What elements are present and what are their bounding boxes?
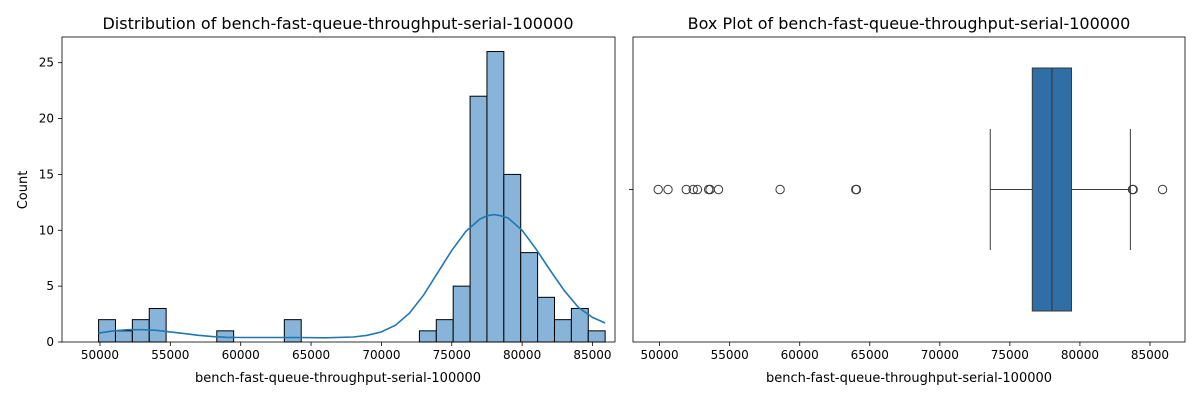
histogram-x-ticks: 50000 55000 60000 65000 70000 75000 80000 85000 (81, 342, 612, 362)
x-tick-label: 50000 (81, 348, 119, 362)
boxplot-x-axis-label: bench-fast-queue-throughput-serial-10000… (766, 371, 1052, 386)
x-tick-label: 85000 (573, 348, 611, 362)
histogram-bar (587, 330, 606, 343)
histogram-bar (537, 296, 555, 343)
boxplot-panel: Box Plot of bench-fast-queue-throughput-… (629, 14, 1186, 386)
y-tick-label: 15 (39, 167, 54, 181)
histogram-x-axis-label: bench-fast-queue-throughput-serial-10000… (195, 371, 481, 386)
y-tick-label: 0 (46, 335, 54, 349)
x-tick-label: 55000 (151, 348, 189, 362)
outlier-point (851, 184, 862, 195)
histogram-bar (486, 51, 505, 343)
histogram-bar (114, 330, 133, 343)
histogram-y-ticks: 0 5 10 15 20 25 (39, 56, 62, 349)
histogram-bar (435, 319, 454, 343)
histogram-bar (469, 95, 488, 343)
histogram-y-axis-label: Count (16, 171, 31, 210)
outlier-point (775, 184, 785, 195)
boxplot-x-ticks: 50000 55000 60000 65000 70000 75000 80000 85000 (641, 342, 1169, 362)
x-tick-label: 75000 (433, 348, 471, 362)
boxplot-title: Box Plot of bench-fast-queue-throughput-… (688, 14, 1131, 33)
x-tick-label: 65000 (851, 348, 889, 362)
y-tick-label: 10 (39, 223, 54, 237)
x-tick-label: 60000 (222, 348, 260, 362)
histogram-bar (148, 307, 167, 343)
histogram-bar (131, 319, 150, 343)
histogram-bar (503, 173, 522, 343)
y-tick-label: 20 (39, 112, 54, 126)
outlier-point (681, 184, 691, 195)
histogram-title: Distribution of bench-fast-queue-through… (102, 14, 573, 33)
outlier-point (1128, 184, 1138, 195)
x-tick-label: 65000 (292, 348, 330, 362)
histogram-bar (553, 319, 572, 343)
x-tick-label: 50000 (641, 348, 679, 362)
x-tick-label: 80000 (503, 348, 541, 362)
histogram-panel: Distribution of bench-fast-queue-through… (16, 14, 616, 386)
x-tick-label: 55000 (711, 348, 749, 362)
histogram-bars (98, 51, 606, 343)
y-tick-label: 25 (39, 56, 54, 70)
kde-curve (98, 213, 606, 339)
histogram-bar (452, 285, 471, 343)
outlier-point (1157, 184, 1168, 195)
x-tick-label: 70000 (921, 348, 959, 362)
outlier-point (653, 184, 663, 195)
boxplot-elements (989, 67, 1131, 312)
histogram-axes-frame (61, 36, 616, 343)
boxplot-outliers (653, 184, 1168, 195)
histogram-bar (283, 319, 302, 343)
x-tick-label: 60000 (781, 348, 819, 362)
x-tick-label: 70000 (362, 348, 400, 362)
histogram-bar (520, 252, 539, 343)
outlier-point (692, 184, 703, 195)
y-tick-label: 5 (46, 279, 54, 293)
outlier-point (713, 184, 724, 195)
x-tick-label: 80000 (1061, 348, 1099, 362)
x-tick-label: 85000 (1131, 348, 1169, 362)
x-tick-label: 75000 (991, 348, 1029, 362)
outlier-point (688, 184, 698, 195)
histogram-bar (418, 330, 437, 343)
outlier-point (663, 184, 673, 195)
